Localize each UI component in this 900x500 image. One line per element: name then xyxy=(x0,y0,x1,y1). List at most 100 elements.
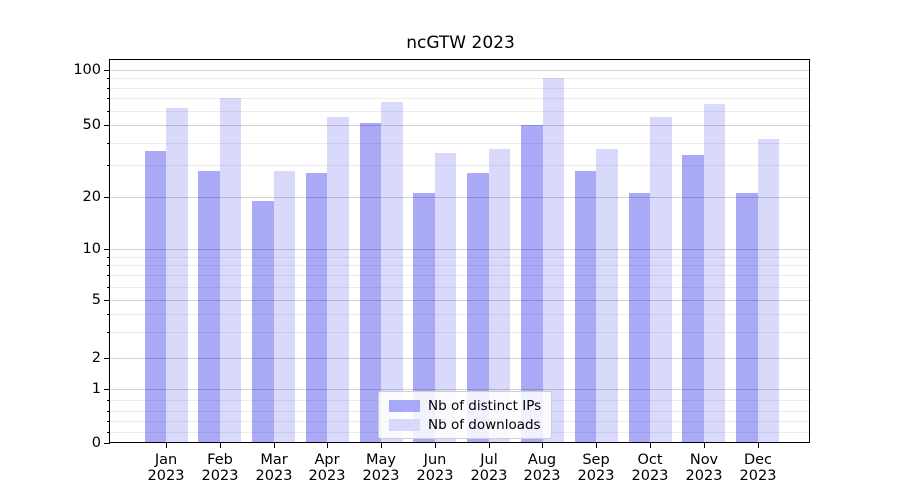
y-minor-tick-6 xyxy=(107,287,110,288)
x-tick-aug xyxy=(542,443,543,448)
y-tick-label-5: 5 xyxy=(91,292,101,308)
y-major-tick-20 xyxy=(104,197,110,198)
y-tick-label-0: 0 xyxy=(91,435,101,451)
gridline-minor-70 xyxy=(110,98,811,99)
y-minor-tick-30 xyxy=(107,165,110,166)
bar-jan-distinct-ips xyxy=(144,150,166,443)
gridline-major-2 xyxy=(110,358,811,359)
bar-mar-distinct-ips xyxy=(252,200,274,443)
y-minor-tick-3 xyxy=(107,332,110,333)
y-minor-tick-8 xyxy=(107,265,110,266)
gridline-major-20 xyxy=(110,197,811,198)
x-tick-label-feb: Feb 2023 xyxy=(201,452,239,484)
legend: Nb of distinct IPs Nb of downloads xyxy=(378,391,553,439)
gridline-minor-90 xyxy=(110,78,811,79)
x-tick-jul xyxy=(489,443,490,448)
legend-label-downloads: Nb of downloads xyxy=(428,416,541,433)
bar-may-downloads xyxy=(381,101,403,443)
x-tick-mar xyxy=(274,443,275,448)
bar-mar-downloads xyxy=(273,170,296,443)
y-major-tick-10 xyxy=(104,249,110,250)
y-minor-tick-7 xyxy=(107,275,110,276)
chart-title: ncGTW 2023 xyxy=(406,33,515,53)
y-major-tick-0 xyxy=(104,443,110,444)
y-tick-label-100: 100 xyxy=(73,62,101,78)
gridline-minor-9 xyxy=(110,257,811,258)
y-minor-tick-9 xyxy=(107,257,110,258)
y-minor-tick-80 xyxy=(107,88,110,89)
gridline-minor-40 xyxy=(110,143,811,144)
y-minor-tick-0.4 xyxy=(107,421,110,422)
x-tick-label-jan: Jan 2023 xyxy=(147,452,185,484)
gridline-minor-30 xyxy=(110,165,811,166)
gridline-major-1 xyxy=(110,389,811,390)
bar-sep-distinct-ips xyxy=(574,170,597,443)
y-major-tick-1 xyxy=(104,389,110,390)
y-major-tick-2 xyxy=(104,358,110,359)
bar-feb-downloads xyxy=(219,98,242,443)
x-tick-label-dec: Dec 2023 xyxy=(739,452,777,484)
bar-aug-distinct-ips xyxy=(521,125,543,443)
y-tick-label-50: 50 xyxy=(82,117,101,133)
y-minor-tick-70 xyxy=(107,98,110,99)
x-tick-jun xyxy=(435,443,436,448)
legend-label-distinct-ips: Nb of distinct IPs xyxy=(428,397,542,414)
x-tick-label-oct: Oct 2023 xyxy=(631,452,669,484)
bar-dec-distinct-ips xyxy=(736,193,758,443)
legend-swatch-downloads xyxy=(389,418,420,431)
gridline-minor-80 xyxy=(110,88,811,89)
bar-jul-distinct-ips xyxy=(467,173,489,443)
x-tick-may xyxy=(381,443,382,448)
x-tick-dec xyxy=(758,443,759,448)
legend-swatch-distinct-ips xyxy=(389,399,420,412)
x-tick-feb xyxy=(220,443,221,448)
bar-nov-downloads xyxy=(703,104,726,443)
y-tick-label-20: 20 xyxy=(82,189,101,205)
x-tick-label-mar: Mar 2023 xyxy=(255,452,293,484)
x-tick-label-jun: Jun 2023 xyxy=(416,452,454,484)
y-minor-tick-90 xyxy=(107,78,110,79)
x-tick-apr xyxy=(327,443,328,448)
bar-aug-downloads xyxy=(542,78,564,443)
y-tick-label-1: 1 xyxy=(91,381,101,397)
gridline-major-10 xyxy=(110,249,811,250)
x-tick-label-sep: Sep 2023 xyxy=(577,452,615,484)
x-tick-label-nov: Nov 2023 xyxy=(685,452,723,484)
gridline-minor-3 xyxy=(110,332,811,333)
legend-item-distinct-ips: Nb of distinct IPs xyxy=(389,396,541,415)
y-minor-tick-60 xyxy=(107,111,110,112)
x-tick-sep xyxy=(596,443,597,448)
gridline-minor-4 xyxy=(110,314,811,315)
gridline-major-100 xyxy=(110,70,811,71)
x-tick-jan xyxy=(166,443,167,448)
y-tick-label-2: 2 xyxy=(91,350,101,366)
x-tick-label-aug: Aug 2023 xyxy=(523,452,561,484)
y-minor-tick-0.6 xyxy=(107,411,110,412)
y-minor-tick-0.2 xyxy=(107,432,110,433)
bar-jan-downloads xyxy=(166,107,188,443)
y-minor-tick-0.8 xyxy=(107,400,110,401)
gridline-major-5 xyxy=(110,300,811,301)
x-tick-nov xyxy=(704,443,705,448)
x-tick-oct xyxy=(650,443,651,448)
y-minor-tick-40 xyxy=(107,143,110,144)
bar-nov-distinct-ips xyxy=(682,155,704,443)
legend-item-downloads: Nb of downloads xyxy=(389,415,541,434)
bar-jun-downloads xyxy=(434,153,457,443)
x-tick-label-apr: Apr 2023 xyxy=(308,452,346,484)
gridline-minor-7 xyxy=(110,275,811,276)
bar-jul-downloads xyxy=(488,148,511,443)
y-tick-label-10: 10 xyxy=(82,241,101,257)
bar-dec-downloads xyxy=(757,138,780,443)
gridline-minor-60 xyxy=(110,111,811,112)
y-minor-tick-4 xyxy=(107,314,110,315)
y-major-tick-100 xyxy=(104,70,110,71)
y-major-tick-5 xyxy=(104,300,110,301)
gridline-major-50 xyxy=(110,125,811,126)
bar-may-distinct-ips xyxy=(359,123,382,443)
plot-frame xyxy=(109,59,810,443)
y-major-tick-50 xyxy=(104,125,110,126)
gridline-minor-8 xyxy=(110,265,811,266)
bar-apr-distinct-ips xyxy=(305,173,328,443)
